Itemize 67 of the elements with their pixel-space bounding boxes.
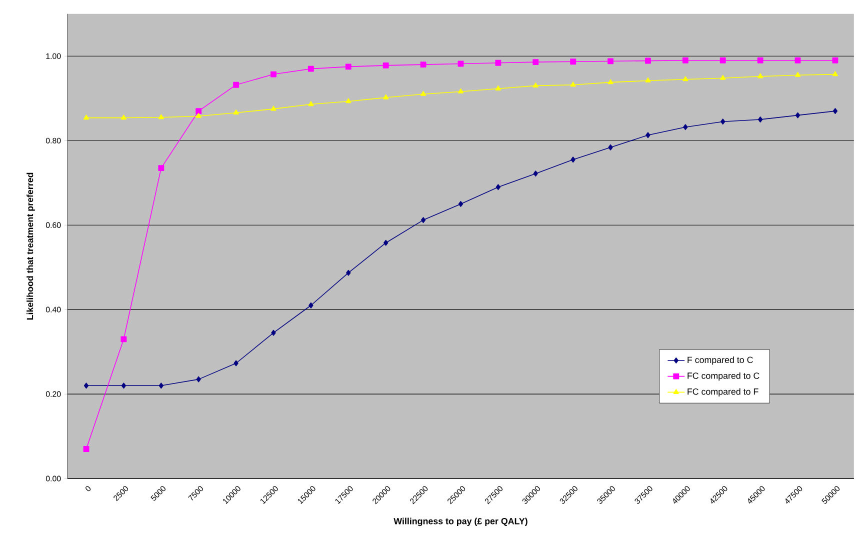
point: [682, 57, 688, 64]
point: [196, 376, 201, 382]
point: [196, 108, 202, 114]
point: [121, 382, 126, 389]
point: [532, 59, 539, 65]
point: [158, 114, 164, 120]
point: [158, 165, 164, 172]
point: [233, 110, 239, 114]
point: [308, 66, 314, 72]
point: [608, 58, 614, 64]
point: [608, 144, 613, 150]
x-axis-title: Willingness to pay (£ per QALY): [394, 518, 528, 526]
point: [532, 82, 538, 88]
point: [120, 114, 126, 120]
point: [720, 118, 726, 125]
point: [682, 76, 688, 82]
legend-label: F compared to C: [688, 356, 753, 365]
point: [832, 57, 838, 64]
point: [420, 62, 426, 68]
point: [158, 382, 164, 389]
point: [644, 58, 651, 64]
point: [120, 336, 127, 342]
point: [720, 74, 726, 80]
point: [495, 85, 501, 90]
point: [346, 98, 352, 104]
legend-label: FC compared to C: [688, 372, 760, 381]
point: [794, 57, 801, 64]
point: [795, 112, 800, 118]
point: [233, 82, 240, 88]
point: [570, 82, 576, 87]
point: [645, 77, 651, 82]
point: [496, 184, 501, 190]
point: [346, 270, 351, 276]
point: [570, 156, 576, 163]
point: [720, 57, 726, 64]
point: [646, 132, 650, 138]
point: [758, 73, 764, 78]
point: [384, 240, 388, 246]
point: [533, 170, 538, 177]
point: [570, 58, 576, 65]
point: [608, 79, 614, 84]
point: [757, 57, 764, 64]
point: [458, 88, 464, 94]
point: [758, 116, 763, 122]
point: [308, 101, 314, 106]
y-axis-title: Likelihood that treatment preferred: [26, 172, 35, 320]
point: [383, 94, 389, 100]
point: [458, 200, 464, 207]
point: [420, 90, 426, 96]
point: [84, 382, 89, 389]
point: [495, 60, 502, 66]
point: [832, 108, 838, 114]
point: [345, 64, 352, 70]
point: [420, 217, 426, 223]
point: [270, 71, 276, 78]
point: [382, 62, 389, 68]
point: [270, 106, 276, 111]
point: [83, 114, 90, 120]
point: [196, 112, 202, 118]
point: [308, 302, 314, 308]
point: [794, 72, 801, 77]
point: [683, 124, 688, 130]
point: [234, 360, 238, 366]
point: [832, 71, 838, 76]
point: [83, 446, 90, 452]
point: [271, 330, 276, 336]
legend-label: FC compared to F: [688, 388, 758, 396]
